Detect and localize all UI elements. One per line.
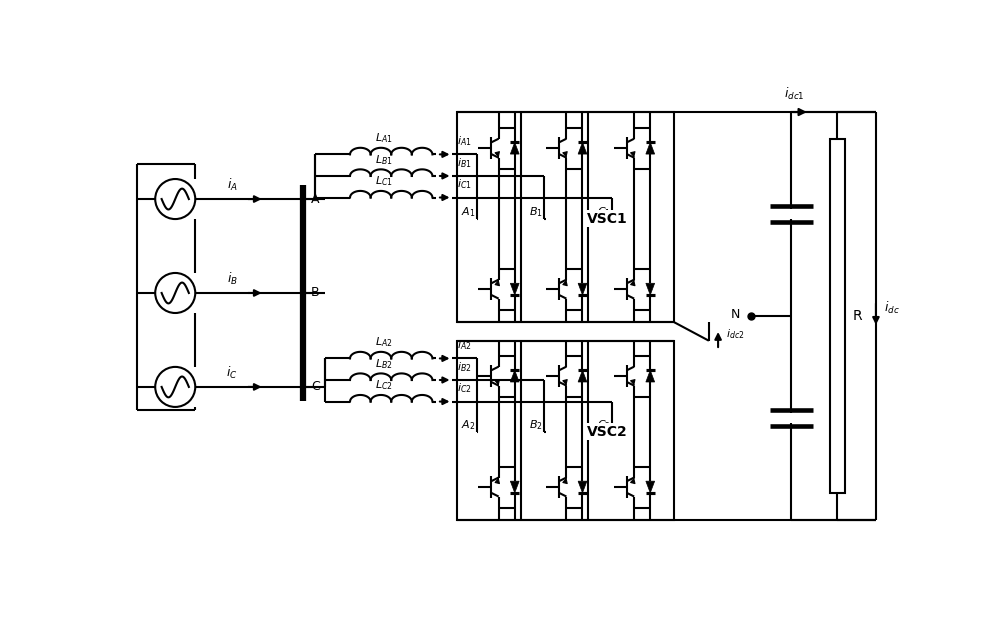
Text: $L_{B1}$: $L_{B1}$ (375, 153, 392, 167)
Polygon shape (578, 283, 587, 295)
Text: $L_{A1}$: $L_{A1}$ (375, 131, 392, 145)
Polygon shape (510, 142, 519, 154)
Polygon shape (578, 142, 587, 154)
Text: $i_{B1}$: $i_{B1}$ (457, 156, 472, 170)
Polygon shape (578, 370, 587, 382)
Polygon shape (510, 481, 519, 493)
Text: $L_{B2}$: $L_{B2}$ (375, 357, 392, 371)
Text: $i_B$: $i_B$ (227, 271, 238, 287)
Text: VSC1: VSC1 (587, 212, 628, 226)
Text: $i_C$: $i_C$ (226, 365, 238, 381)
Text: $i_{A1}$: $i_{A1}$ (457, 135, 472, 148)
Bar (457, 112, 674, 322)
Text: N: N (730, 308, 740, 321)
Text: $i_{dc2}$: $i_{dc2}$ (726, 327, 744, 341)
Text: $i_A$: $i_A$ (227, 177, 238, 193)
Text: $L_{A2}$: $L_{A2}$ (375, 336, 392, 349)
Polygon shape (510, 283, 519, 295)
Text: $i_{A2}$: $i_{A2}$ (457, 338, 472, 352)
Text: C: C (311, 380, 320, 393)
Polygon shape (510, 370, 519, 382)
Text: $L_{C1}$: $L_{C1}$ (375, 174, 392, 188)
Text: $i_{C1}$: $i_{C1}$ (457, 178, 472, 191)
Text: A: A (311, 193, 319, 205)
Text: $i_{dc1}$: $i_{dc1}$ (784, 86, 805, 102)
Bar (830, 139, 845, 493)
Text: $i_{C2}$: $i_{C2}$ (457, 382, 472, 396)
Polygon shape (646, 481, 655, 493)
Text: VSC2: VSC2 (587, 425, 628, 439)
Text: $B_1$: $B_1$ (529, 205, 543, 219)
Text: $i_{B2}$: $i_{B2}$ (457, 360, 472, 374)
Text: $C_2$: $C_2$ (597, 418, 611, 432)
Polygon shape (646, 142, 655, 154)
Text: $i_{dc}$: $i_{dc}$ (884, 300, 899, 317)
Text: R: R (853, 309, 862, 323)
Text: $B_2$: $B_2$ (529, 418, 543, 432)
Polygon shape (578, 481, 587, 493)
Text: $L_{C2}$: $L_{C2}$ (375, 379, 392, 392)
Text: $A_2$: $A_2$ (461, 418, 475, 432)
Polygon shape (646, 283, 655, 295)
Text: $C_1$: $C_1$ (597, 205, 611, 219)
Bar (457, 341, 674, 520)
Text: B: B (311, 286, 319, 300)
Polygon shape (646, 370, 655, 382)
Text: $A_1$: $A_1$ (461, 205, 475, 219)
